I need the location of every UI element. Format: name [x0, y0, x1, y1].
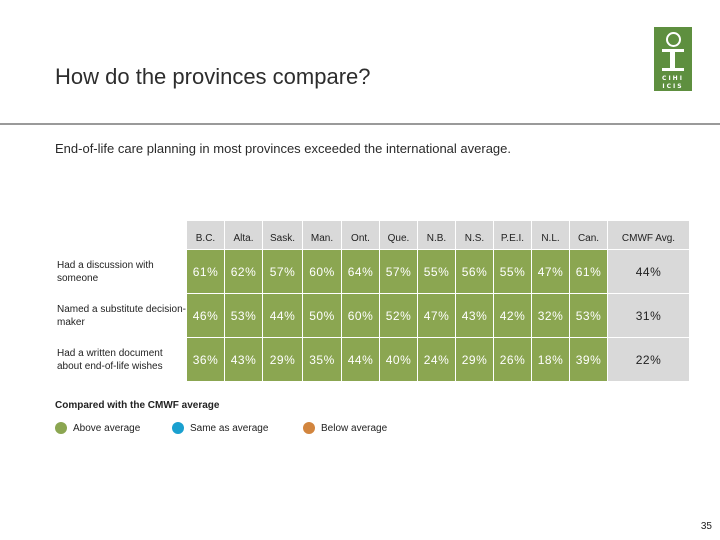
province-value-cell: 55%	[494, 250, 531, 293]
row-label: Had a discussion with someone	[55, 250, 186, 293]
column-header: Ont.	[342, 221, 379, 249]
legend-label-below: Below average	[321, 422, 388, 434]
legend-item-above: Above average	[55, 422, 140, 434]
province-value-cell: 53%	[570, 294, 607, 337]
column-header: N.B.	[418, 221, 455, 249]
province-value-cell: 60%	[342, 294, 379, 337]
column-header: B.C.	[187, 221, 224, 249]
province-value-cell: 55%	[418, 250, 455, 293]
province-value-cell: 44%	[263, 294, 302, 337]
cmwf-average-cell: 22%	[608, 338, 689, 381]
province-value-cell: 52%	[380, 294, 417, 337]
cmwf-average-cell: 31%	[608, 294, 689, 337]
row-label: Named a substitute decision-maker	[55, 294, 186, 337]
column-header: Man.	[303, 221, 341, 249]
legend-dot-same	[172, 422, 184, 434]
logo-ring-icon	[666, 32, 681, 47]
province-value-cell: 43%	[456, 294, 493, 337]
province-value-cell: 43%	[225, 338, 262, 381]
province-value-cell: 61%	[570, 250, 607, 293]
legend-item-same: Same as average	[172, 422, 268, 434]
province-value-cell: 44%	[342, 338, 379, 381]
column-header: Alta.	[225, 221, 262, 249]
province-value-cell: 53%	[225, 294, 262, 337]
cihi-logo: CIHI ICIS	[654, 27, 692, 91]
province-value-cell: 32%	[532, 294, 569, 337]
title-divider	[0, 123, 720, 125]
column-header: N.S.	[456, 221, 493, 249]
province-value-cell: 62%	[225, 250, 262, 293]
province-value-cell: 61%	[187, 250, 224, 293]
column-header: Sask.	[263, 221, 302, 249]
logo-text-line2: ICIS	[662, 83, 684, 90]
province-value-cell: 29%	[263, 338, 302, 381]
legend-title: Compared with the CMWF average	[55, 400, 220, 411]
logo-text-line1: CIHI	[662, 75, 684, 82]
province-value-cell: 47%	[418, 294, 455, 337]
province-value-cell: 57%	[380, 250, 417, 293]
column-header: Que.	[380, 221, 417, 249]
province-value-cell: 36%	[187, 338, 224, 381]
table-corner-cell	[55, 221, 186, 249]
legend-dot-above	[55, 422, 67, 434]
page-number: 35	[700, 521, 712, 532]
province-value-cell: 46%	[187, 294, 224, 337]
page-subtitle: End-of-life care planning in most provin…	[55, 141, 511, 156]
column-header: N.L.	[532, 221, 569, 249]
province-value-cell: 60%	[303, 250, 341, 293]
province-value-cell: 24%	[418, 338, 455, 381]
province-value-cell: 29%	[456, 338, 493, 381]
column-header: CMWF Avg.	[608, 221, 689, 249]
province-value-cell: 26%	[494, 338, 531, 381]
cmwf-average-cell: 44%	[608, 250, 689, 293]
province-comparison-table: B.C. Alta. Sask. Man. Ont. Que. N.B. N.S. P.E.I.…	[55, 221, 689, 381]
legend-item-below: Below average	[303, 422, 387, 434]
row-label: Had a written document about end-of-life…	[55, 338, 186, 381]
province-value-cell: 50%	[303, 294, 341, 337]
column-header: P.E.I.	[494, 221, 531, 249]
province-value-cell: 57%	[263, 250, 302, 293]
province-value-cell: 40%	[380, 338, 417, 381]
province-value-cell: 47%	[532, 250, 569, 293]
legend-dot-below	[303, 422, 315, 434]
province-value-cell: 64%	[342, 250, 379, 293]
legend-label-above: Above average	[73, 422, 141, 434]
province-value-cell: 56%	[456, 250, 493, 293]
province-value-cell: 35%	[303, 338, 341, 381]
province-value-cell: 18%	[532, 338, 569, 381]
province-value-cell: 39%	[570, 338, 607, 381]
legend-label-same: Same as average	[190, 422, 269, 434]
province-value-cell: 42%	[494, 294, 531, 337]
page-title: How do the provinces compare?	[55, 64, 371, 89]
column-header: Can.	[570, 221, 607, 249]
